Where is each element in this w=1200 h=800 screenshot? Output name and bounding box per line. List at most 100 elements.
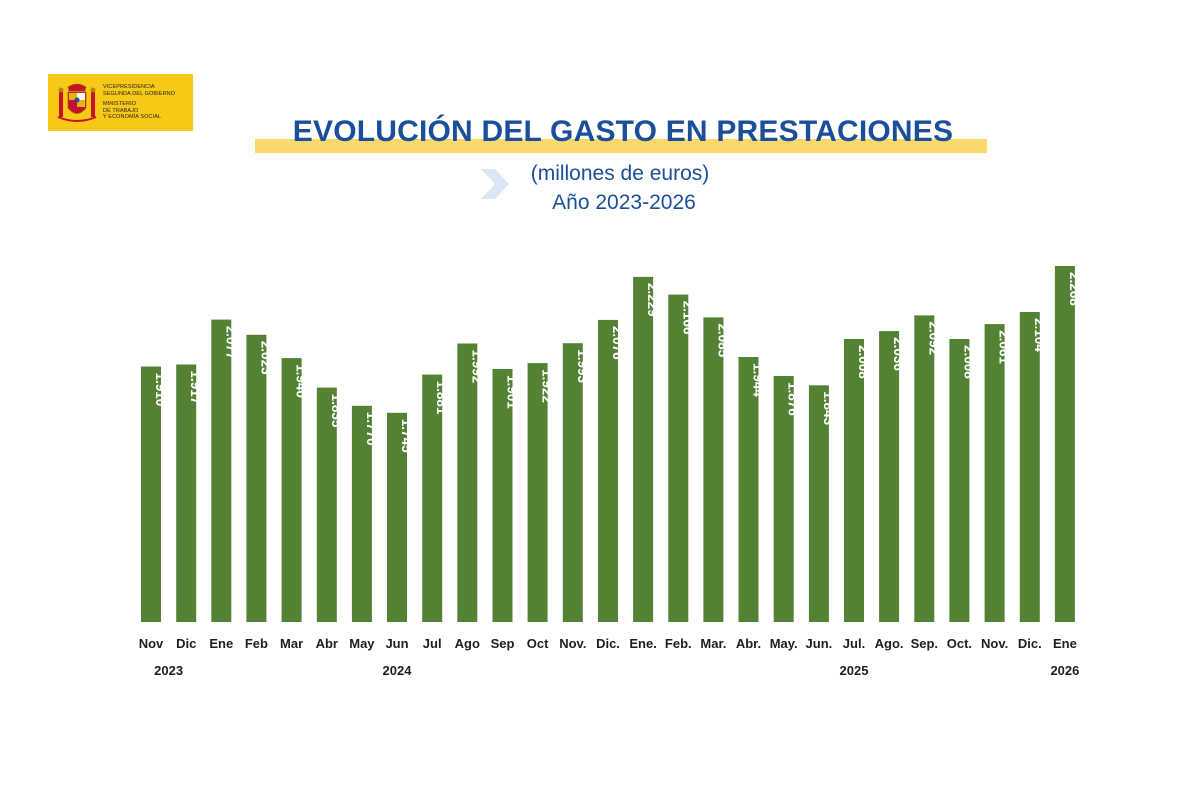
data-label: 2.077: [223, 326, 238, 360]
data-label: 2.023: [258, 341, 273, 375]
data-label: 1.944: [751, 363, 766, 397]
x-tick-label: Jun.: [806, 636, 833, 651]
bar: [773, 376, 794, 622]
x-tick-label: Ago: [455, 636, 480, 651]
x-tick-label: Jul.: [843, 636, 865, 651]
bar: [562, 343, 583, 622]
data-label: 1.910: [153, 373, 168, 407]
data-label: 2.008: [856, 345, 871, 379]
logo-line: DE TRABAJO: [103, 107, 139, 114]
logo-line: Y ECONOMÍA SOCIAL: [103, 114, 162, 121]
data-label: 1.992: [469, 350, 484, 384]
x-tick-label: May: [349, 636, 375, 651]
chart-title-text: EVOLUCIÓN DEL GASTO EN PRESTACIONES: [292, 115, 954, 148]
data-label: 1.770: [364, 412, 379, 446]
x-tick-label: Feb.: [665, 636, 692, 651]
logo-line: VICEPRESIDENCIA: [103, 84, 155, 91]
bar: [527, 363, 548, 622]
data-label: 1.940: [294, 364, 309, 398]
bar: [879, 331, 900, 622]
x-tick-label: Oct.: [947, 636, 972, 651]
bar: [808, 385, 829, 622]
year-label: 2026: [1050, 663, 1079, 678]
x-tick-label: Abr.: [736, 636, 761, 651]
x-tick-label: Jun: [385, 636, 408, 651]
x-tick-label: May.: [770, 636, 798, 651]
chart-title: EVOLUCIÓN DEL GASTO EN PRESTACIONES: [0, 115, 1200, 149]
year-label: 2024: [383, 663, 413, 678]
bar: [668, 294, 689, 622]
x-tick-label: Nov.: [981, 636, 1008, 651]
x-tick-label: Dic: [176, 636, 196, 651]
x-tick-label: Oct: [527, 636, 549, 651]
chevron-right-icon: [479, 167, 511, 201]
bar: [633, 276, 654, 622]
x-tick-label: Feb: [245, 636, 268, 651]
x-tick-label: Nov.: [559, 636, 586, 651]
x-tick-label: Mar: [280, 636, 303, 651]
data-label: 1.917: [188, 371, 203, 405]
data-label: 1.901: [505, 375, 520, 409]
x-tick-label: Abr: [316, 636, 338, 651]
data-label: 1.745: [399, 419, 414, 453]
data-label: 1.993: [575, 349, 590, 383]
bar: [176, 364, 197, 622]
chart-subtitle-period: Año 2023-2026: [552, 191, 696, 214]
data-label: 2.036: [891, 337, 906, 371]
data-label: 1.843: [821, 391, 836, 425]
bar: [703, 317, 724, 622]
government-logo: VICEPRESIDENCIA SEGUNDA DEL GOBIERNO MIN…: [48, 74, 193, 131]
chart-subtitle-unit: (millones de euros): [530, 162, 710, 185]
bar: [141, 366, 161, 622]
x-tick-label: Ago.: [875, 636, 904, 651]
title-highlight-bar: [255, 139, 987, 153]
x-tick-label: Ene: [209, 636, 233, 651]
bar: [492, 369, 513, 622]
bar: [598, 319, 618, 622]
bar: [1054, 266, 1075, 622]
data-label: 2.092: [926, 321, 941, 355]
data-label: 2.061: [997, 330, 1012, 364]
bar: [1019, 312, 1040, 622]
bar: [984, 324, 1005, 622]
year-label: 2025: [840, 663, 869, 678]
bar: [351, 405, 372, 622]
bar: [387, 412, 407, 622]
x-tick-label: Dic.: [1018, 636, 1042, 651]
x-tick-label: Sep: [491, 636, 515, 651]
x-tick-label: Mar.: [700, 636, 726, 651]
data-label: 1.922: [540, 369, 555, 403]
data-label: 2.085: [715, 323, 730, 357]
bar: [949, 339, 970, 622]
data-label: 1.881: [434, 381, 449, 415]
bar: [738, 357, 759, 622]
bar: [246, 334, 267, 622]
data-label: 2.229: [645, 283, 660, 317]
year-label: 2023: [154, 663, 183, 678]
x-tick-label: Jul: [423, 636, 442, 651]
bar: [457, 343, 478, 622]
logo-line: MINISTERIO: [103, 101, 137, 108]
x-tick-label: Sep.: [911, 636, 938, 651]
x-tick-label: Dic.: [596, 636, 620, 651]
bar: [844, 339, 864, 622]
data-label: 1.876: [786, 382, 801, 416]
data-label: 2.104: [1032, 318, 1047, 352]
data-label: 2.166: [680, 301, 695, 335]
data-label: 1.835: [329, 394, 344, 428]
bar: [316, 387, 337, 622]
x-tick-label: Ene: [1053, 636, 1077, 651]
bar: [281, 358, 302, 622]
bar: [914, 315, 935, 622]
ministry-name: VICEPRESIDENCIA SEGUNDA DEL GOBIERNO MIN…: [103, 84, 175, 121]
x-tick-label: Nov: [139, 636, 164, 651]
bar: [422, 374, 443, 622]
data-label: 2.008: [961, 345, 976, 379]
x-tick-label: Ene.: [629, 636, 656, 651]
bar: [211, 319, 232, 622]
coat-of-arms-icon: [55, 81, 99, 125]
logo-line: SEGUNDA DEL GOBIERNO: [103, 90, 176, 97]
data-label: 2.076: [610, 326, 625, 360]
data-label: 2.268: [1067, 272, 1082, 306]
